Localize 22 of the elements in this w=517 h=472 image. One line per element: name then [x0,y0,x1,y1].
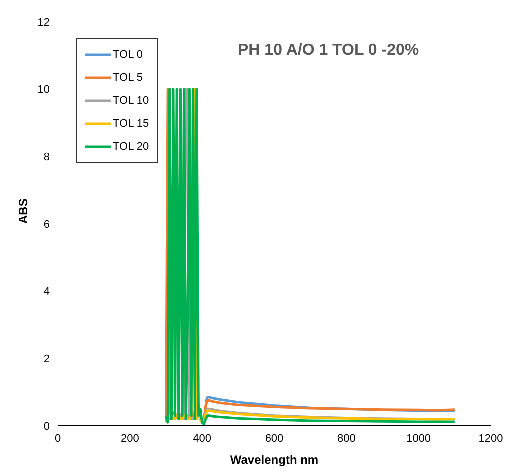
y-tick-label: 8 [44,152,50,164]
x-tick-label: 1200 [478,432,504,445]
y-tick-label: 6 [44,218,50,231]
x-tick-label: 600 [265,432,284,445]
legend-label: TOL 10 [113,94,150,106]
y-tick-label: 12 [38,16,50,29]
x-tick-label: 0 [54,432,62,445]
legend-label: TOL 5 [113,72,143,84]
y-tick-label: 2 [44,354,50,366]
x-tick-label: 800 [337,432,356,445]
y-tick-label: 0 [44,420,50,433]
y-tick-label: 4 [44,286,50,298]
legend-label: TOL 15 [113,118,150,130]
legend-label: TOL 20 [113,140,150,152]
x-tick-label: 1000 [406,432,432,445]
x-axis-title: Wavelength nm [230,453,319,467]
legend-label: TOL 0 [113,48,143,60]
text: PH 10 A/O 1 TOL 0 -20% [238,42,420,60]
y-axis-title: ABS [16,198,30,224]
x-tick-label: 200 [120,432,140,445]
y-tick-label: 10 [38,84,50,96]
x-tick-label: 400 [193,432,212,445]
